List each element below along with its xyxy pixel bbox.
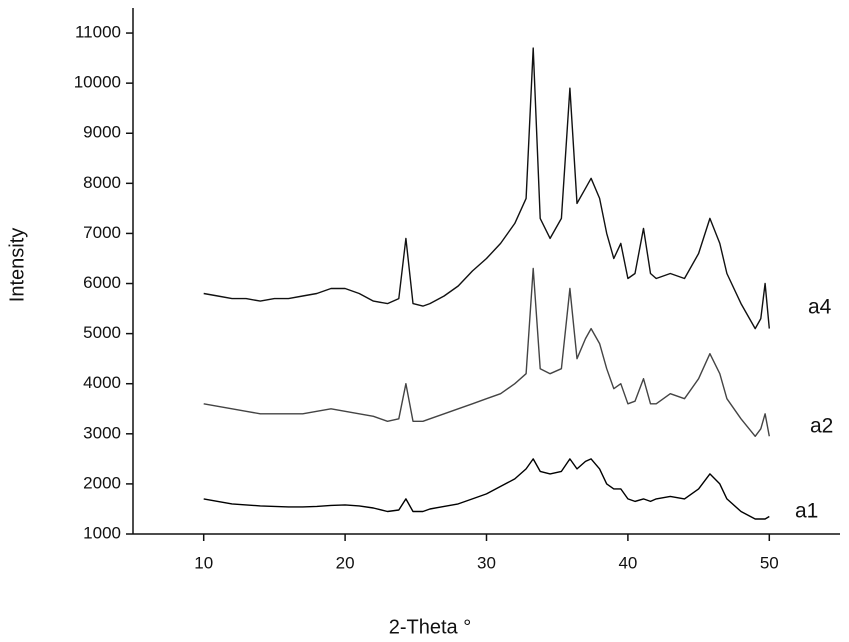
y-tick-label: 2000 (83, 473, 121, 492)
y-tick-label: 3000 (83, 423, 121, 442)
series-line (204, 269, 770, 437)
x-tick-label: 50 (760, 553, 779, 572)
series-label: a4 (808, 296, 832, 319)
y-tick-label: 9000 (83, 123, 121, 142)
y-tick-label: 10000 (74, 73, 121, 92)
y-tick-label: 8000 (83, 173, 121, 192)
y-tick-label: 1000 (83, 523, 121, 542)
x-tick-label: 40 (618, 553, 637, 572)
x-axis-label: 2-Theta ° (389, 616, 471, 638)
y-tick-label: 11000 (75, 23, 121, 42)
chart: 2-Theta ° Intensity 1000 2000 3000 4000 5000… (0, 0, 849, 642)
series-label: a2 (810, 415, 833, 438)
y-tick-label: 6000 (83, 273, 121, 292)
y-tick-label: 4000 (83, 373, 121, 392)
y-tick-label: 5000 (83, 323, 121, 342)
series-line (204, 459, 770, 519)
x-tick-label: 10 (194, 553, 213, 572)
y-tick-label: 7000 (83, 223, 121, 242)
x-tick-label: 20 (336, 553, 355, 572)
series-line (204, 48, 770, 329)
series-label: a1 (795, 500, 818, 523)
x-tick-label: 30 (477, 553, 496, 572)
y-axis-label: Intensity (6, 228, 28, 302)
